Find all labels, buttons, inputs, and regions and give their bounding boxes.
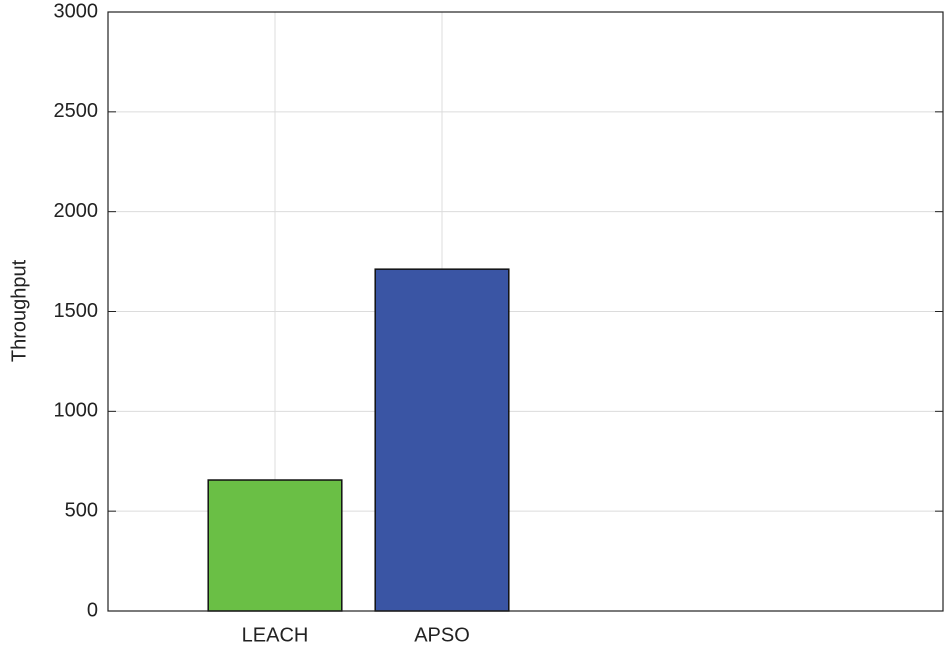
bar <box>374 268 510 612</box>
y-tick-label: 1000 <box>54 400 99 422</box>
y-tick-label: 2000 <box>54 200 99 222</box>
axes-box <box>107 11 944 612</box>
y-tick-label: 500 <box>65 499 98 521</box>
x-tick-label: APSO <box>414 624 470 646</box>
y-tick-label: 2500 <box>54 100 99 122</box>
bar <box>207 479 343 612</box>
y-axis-label: Throughput <box>8 259 30 362</box>
x-tick-label: LEACH <box>242 624 309 646</box>
y-tick-label: 0 <box>87 599 98 621</box>
y-tick-label: 3000 <box>54 0 99 22</box>
y-tick-label: 1500 <box>54 300 99 322</box>
